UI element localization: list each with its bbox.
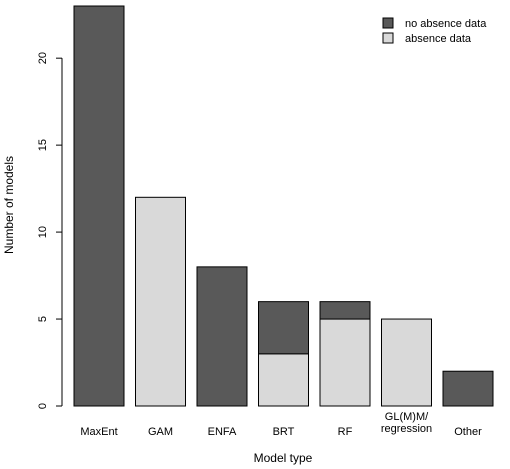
bar-6-series-1	[442, 370, 494, 407]
x-axis-title: Model type	[254, 451, 313, 465]
bar-3-series-0	[258, 353, 309, 407]
bar-0-series-1	[73, 5, 125, 407]
x-tick-label: Other	[454, 426, 482, 438]
x-tick-labels: MaxEnt GAM ENFA BRT RF GL(M)M/regression Other	[80, 411, 482, 438]
legend-label: absence data	[405, 33, 472, 45]
y-tick-label: 15	[37, 139, 49, 151]
legend-swatch	[382, 32, 394, 44]
y-tick-label: 0	[37, 403, 49, 409]
x-tick-label: MaxEnt	[80, 426, 117, 438]
x-tick-label: BRT	[273, 426, 295, 438]
y-tick-label: 20	[37, 52, 49, 64]
x-tick-label: GL(M)M/regression	[381, 411, 432, 435]
x-tick-label: GAM	[148, 426, 173, 438]
y-tick-label: 10	[37, 226, 49, 238]
legend-swatch	[382, 17, 394, 29]
legend-label: no absence data	[405, 18, 487, 30]
bars-group	[73, 5, 494, 407]
y-axis-title: Number of models	[2, 156, 16, 254]
bar-4-series-1	[319, 301, 371, 320]
bar-4-series-0	[319, 318, 371, 407]
bar-2-series-1	[196, 266, 248, 407]
x-tick-label: RF	[338, 426, 353, 438]
x-tick-label: ENFA	[208, 426, 237, 438]
legend: no absence data absence data	[382, 17, 487, 45]
bar-3-series-1	[258, 301, 309, 355]
bar-5-series-0	[381, 318, 432, 407]
y-tick-label: 5	[37, 316, 49, 322]
bar-1-series-0	[135, 196, 186, 407]
y-axis: 0 5 10 15 20	[37, 52, 63, 409]
